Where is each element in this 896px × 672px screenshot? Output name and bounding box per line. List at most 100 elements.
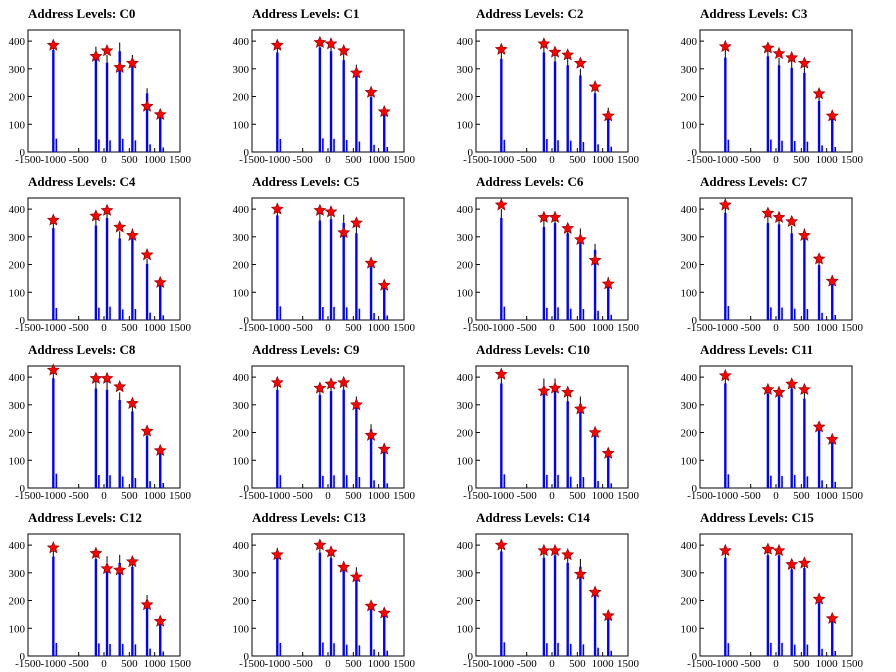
side-bar <box>109 475 111 488</box>
bar <box>105 217 109 320</box>
peak-marker <box>113 380 127 393</box>
x-tick-label: 1500 <box>393 154 416 166</box>
bar <box>118 238 121 320</box>
x-tick-label: -500 <box>517 658 538 670</box>
x-tick-label: -1000 <box>712 322 738 334</box>
x-tick-label: -1000 <box>40 322 66 334</box>
side-bar <box>582 477 585 488</box>
side-bar <box>333 475 335 488</box>
x-tick-label: -1000 <box>264 658 290 670</box>
peak-marker <box>337 560 351 573</box>
side-bar <box>727 643 730 656</box>
x-tick-label: 0 <box>101 154 107 166</box>
x-tick-label: 1000 <box>144 658 167 670</box>
peak-marker <box>797 556 811 569</box>
panel-title: Address Levels: C11 <box>700 342 813 357</box>
x-tick-label: 1000 <box>368 490 391 502</box>
x-tick-label: -500 <box>69 322 90 334</box>
bar <box>542 387 546 488</box>
peak-marker <box>772 385 786 398</box>
side-bar <box>149 481 151 488</box>
peak-marker <box>494 367 508 380</box>
peak-marker <box>377 105 391 118</box>
panel-title: Address Levels: C2 <box>476 6 583 21</box>
bar <box>94 388 98 488</box>
y-tick-label: 0 <box>692 651 698 663</box>
y-tick-label: 200 <box>457 260 474 272</box>
peak-marker <box>601 277 615 290</box>
bar <box>593 93 597 152</box>
x-tick-label: 0 <box>325 658 331 670</box>
bar <box>724 57 727 152</box>
y-tick-label: 400 <box>233 204 250 216</box>
bar <box>566 233 569 320</box>
bar <box>318 394 322 488</box>
x-tick-label: 0 <box>549 322 555 334</box>
bar <box>790 569 793 656</box>
y-tick-label: 300 <box>681 232 698 244</box>
x-tick-label: -500 <box>293 322 314 334</box>
bar <box>766 555 770 656</box>
panel-title: Address Levels: C15 <box>700 510 814 525</box>
side-bar <box>503 306 506 320</box>
side-bar <box>806 644 809 656</box>
peak-marker <box>561 221 575 235</box>
x-tick-label: -1000 <box>40 154 66 166</box>
y-tick-label: 0 <box>692 315 698 327</box>
side-bar <box>834 651 837 656</box>
x-tick-label: 0 <box>549 490 555 502</box>
x-tick-label: -1500 <box>15 658 41 670</box>
x-tick-label: -500 <box>69 154 90 166</box>
y-tick-label: 300 <box>233 232 250 244</box>
x-tick-label: 500 <box>121 490 138 502</box>
y-tick-label: 100 <box>457 623 474 635</box>
x-tick-label: 1000 <box>592 490 615 502</box>
y-tick-label: 300 <box>681 64 698 76</box>
bar <box>94 225 98 320</box>
peak-marker <box>377 442 391 455</box>
side-bar <box>557 140 559 152</box>
panel-3: Address Levels: C3 0 100 200 300 400 -1500 -100… <box>681 6 864 166</box>
x-tick-label: 1500 <box>617 490 640 502</box>
peak-marker <box>785 557 799 571</box>
bar <box>318 552 322 656</box>
x-tick-label: 1000 <box>144 490 167 502</box>
x-tick-label: 1500 <box>617 322 640 334</box>
y-tick-label: 0 <box>20 147 26 159</box>
bar <box>118 399 121 488</box>
peak-marker <box>718 543 732 557</box>
y-tick-label: 200 <box>681 596 698 608</box>
panel-title: Address Levels: C5 <box>252 174 360 189</box>
side-bar <box>386 483 389 488</box>
plot-frame <box>699 365 853 489</box>
side-bar <box>121 476 124 488</box>
x-tick-label: -1500 <box>15 322 41 334</box>
panel-title: Address Levels: C4 <box>28 174 136 189</box>
x-tick-label: 1500 <box>393 658 416 670</box>
y-tick-label: 200 <box>9 260 26 272</box>
side-bar <box>279 306 282 320</box>
peak-marker <box>588 425 602 439</box>
panel-title: Address Levels: C8 <box>28 342 136 357</box>
panel-15: Address Levels: C15 0 100 200 300 400 -1500 -10… <box>681 510 864 670</box>
y-tick-label: 300 <box>233 64 250 76</box>
peak-marker <box>125 56 139 69</box>
panel-13: Address Levels: C13 0 100 200 300 400 -1500 -10… <box>233 510 416 670</box>
bar <box>131 235 134 320</box>
y-tick-label: 100 <box>233 623 250 635</box>
bar <box>831 113 834 152</box>
panel-4: Address Levels: C4 0 100 200 300 400 -1500 -100… <box>9 174 192 334</box>
peak-marker <box>494 42 508 55</box>
y-tick-label: 300 <box>681 400 698 412</box>
y-tick-label: 100 <box>9 623 26 635</box>
bar <box>276 556 279 656</box>
bar <box>500 383 503 488</box>
x-tick-label: -1500 <box>463 658 489 670</box>
peak-marker <box>364 85 378 98</box>
side-bar <box>770 139 772 152</box>
peak-marker <box>113 220 127 233</box>
side-bar <box>345 644 348 656</box>
peak-marker <box>125 228 139 241</box>
y-tick-label: 300 <box>233 400 250 412</box>
plot-frame <box>27 197 181 321</box>
